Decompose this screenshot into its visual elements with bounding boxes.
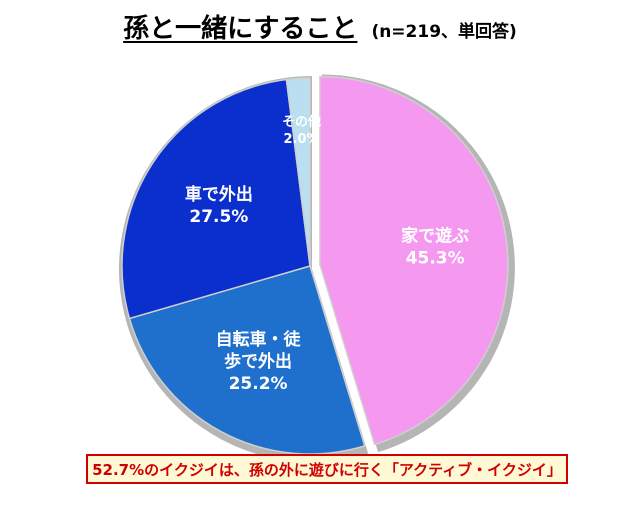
pie-slice-2 xyxy=(121,78,311,320)
slice-category-label-1: 歩で外出 xyxy=(224,351,292,372)
chart-title: 孫と一緒にすること xyxy=(123,14,358,44)
title-block: 孫と一緒にすること (n=219、単回答) xyxy=(0,8,640,45)
pie-slice-0 xyxy=(319,75,509,446)
slice-value-label-2: 27.5% xyxy=(189,207,248,227)
slice-category-label-2: 車で外出 xyxy=(185,184,253,205)
chart-subtitle: (n=219、単回答) xyxy=(371,22,517,42)
slice-category-label-1: 自転車・徒 xyxy=(216,329,302,350)
pie-slice-3 xyxy=(285,77,311,267)
footnote-text: 52.7%のイクジイは、孫の外に遊びに行く「アクティブ・イクジイ」 xyxy=(92,460,562,479)
slice-value-label-1: 25.2% xyxy=(229,374,288,394)
slice-category-label-0: 家で遊ぶ xyxy=(401,225,469,246)
slice-category-label-3: その他 xyxy=(282,114,321,130)
pie-slice-1 xyxy=(128,265,366,455)
slice-value-label-3: 2.0% xyxy=(283,132,319,147)
footnote-box: 52.7%のイクジイは、孫の外に遊びに行く「アクティブ・イクジイ」 xyxy=(86,454,568,484)
pie-slices-group xyxy=(121,75,509,455)
slice-value-label-0: 45.3% xyxy=(406,248,465,268)
